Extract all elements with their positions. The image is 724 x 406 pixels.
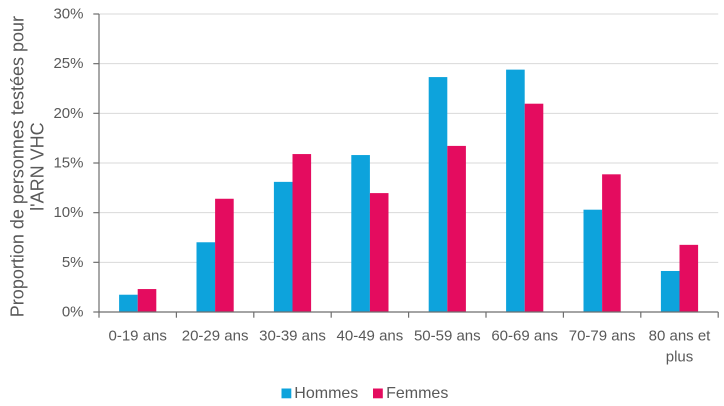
svg-text:Proportion de personnes testée: Proportion de personnes testées pour: [8, 16, 28, 317]
svg-text:70-79 ans: 70-79 ans: [569, 328, 636, 345]
svg-text:5%: 5%: [62, 254, 84, 271]
svg-text:10%: 10%: [53, 204, 83, 221]
svg-text:25%: 25%: [53, 55, 83, 72]
svg-text:plus: plus: [666, 348, 694, 365]
svg-text:Hommes: Hommes: [294, 385, 358, 402]
svg-text:Femmes: Femmes: [386, 385, 448, 402]
svg-text:0-19 ans: 0-19 ans: [109, 328, 167, 345]
svg-text:80 ans et: 80 ans et: [649, 328, 712, 345]
svg-text:30%: 30%: [53, 6, 83, 23]
svg-text:60-69 ans: 60-69 ans: [491, 328, 558, 345]
svg-text:0%: 0%: [62, 304, 84, 321]
svg-text:40-49 ans: 40-49 ans: [337, 328, 404, 345]
svg-text:15%: 15%: [53, 155, 83, 172]
svg-text:20%: 20%: [53, 105, 83, 122]
svg-text:30-39 ans: 30-39 ans: [259, 328, 326, 345]
svg-text:20-29 ans: 20-29 ans: [182, 328, 249, 345]
svg-text:l'ARN VHC: l'ARN VHC: [28, 122, 48, 210]
svg-text:50-59 ans: 50-59 ans: [414, 328, 481, 345]
